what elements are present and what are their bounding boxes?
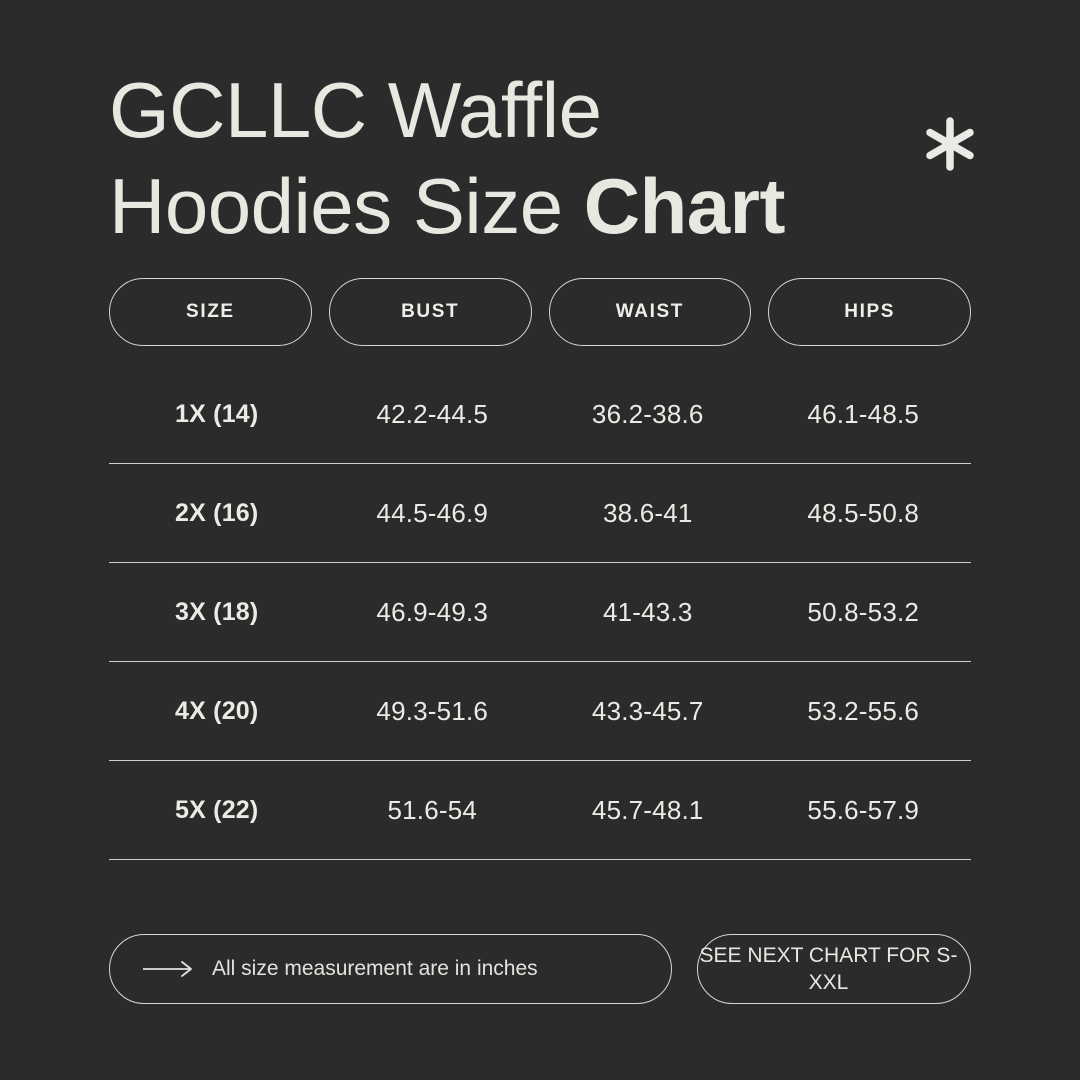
next-chart-pill[interactable]: SEE NEXT CHART FOR S-XXL [697, 934, 971, 1004]
table-row: 2X (16) 44.5-46.9 38.6-41 48.5-50.8 [109, 464, 971, 563]
measurement-note-pill[interactable]: All size measurement are in inches [109, 934, 672, 1004]
column-header-bust[interactable]: BUST [328, 278, 532, 346]
table-row: 5X (22) 51.6-54 45.7-48.1 55.6-57.9 [109, 761, 971, 860]
cell-bust: 46.9-49.3 [376, 596, 489, 627]
cell-waist: 38.6-41 [602, 497, 693, 528]
title-line-2-regular: Hoodies Size [109, 162, 584, 250]
table-row: 1X (14) 42.2-44.5 36.2-38.6 46.1-48.5 [109, 365, 971, 464]
title-line-2-strong: Chart [583, 162, 786, 250]
cell-bust: 51.6-54 [387, 794, 478, 825]
column-header-waist[interactable]: WAIST [548, 278, 752, 346]
cell-size: 2X (16) [175, 498, 259, 527]
arrow-right-icon [142, 960, 194, 978]
size-table: 1X (14) 42.2-44.5 36.2-38.6 46.1-48.5 2X… [109, 365, 971, 860]
cell-bust: 49.3-51.6 [376, 695, 489, 726]
cell-bust: 44.5-46.9 [376, 497, 489, 528]
table-header-row: SIZE BUST WAIST HIPS [109, 278, 971, 346]
page-title: GCLLC Waffle Hoodies Size Chart [109, 62, 989, 254]
column-header-hips-label: HIPS [844, 301, 895, 322]
cell-size: 5X (22) [175, 795, 259, 824]
next-chart-label: SEE NEXT CHART FOR S-XXL [699, 944, 958, 994]
cell-hips: 48.5-50.8 [807, 497, 920, 528]
cell-hips: 55.6-57.9 [807, 794, 920, 825]
cell-bust: 42.2-44.5 [376, 398, 489, 429]
cell-waist: 45.7-48.1 [591, 794, 704, 825]
column-header-waist-label: WAIST [615, 301, 684, 322]
column-header-bust-label: BUST [401, 301, 460, 322]
cell-waist: 41-43.3 [602, 596, 693, 627]
cell-waist: 36.2-38.6 [591, 398, 704, 429]
cell-size: 1X (14) [175, 399, 259, 428]
title-line-2: Hoodies Size Chart [109, 158, 989, 254]
cell-hips: 50.8-53.2 [807, 596, 920, 627]
column-header-size[interactable]: SIZE [109, 278, 312, 346]
cell-hips: 46.1-48.5 [807, 398, 920, 429]
measurement-note-text: All size measurement are in inches [212, 957, 538, 980]
footer: All size measurement are in inches SEE N… [109, 934, 971, 1004]
title-line-1: GCLLC Waffle [109, 66, 602, 154]
cell-waist: 43.3-45.7 [591, 695, 704, 726]
cell-size: 4X (20) [175, 696, 259, 725]
asterisk-icon [918, 112, 982, 176]
table-row: 4X (20) 49.3-51.6 43.3-45.7 53.2-55.6 [109, 662, 971, 761]
cell-hips: 53.2-55.6 [807, 695, 920, 726]
column-header-size-label: SIZE [186, 301, 235, 322]
table-row: 3X (18) 46.9-49.3 41-43.3 50.8-53.2 [109, 563, 971, 662]
column-header-hips[interactable]: HIPS [768, 278, 971, 346]
cell-size: 3X (18) [175, 597, 259, 626]
